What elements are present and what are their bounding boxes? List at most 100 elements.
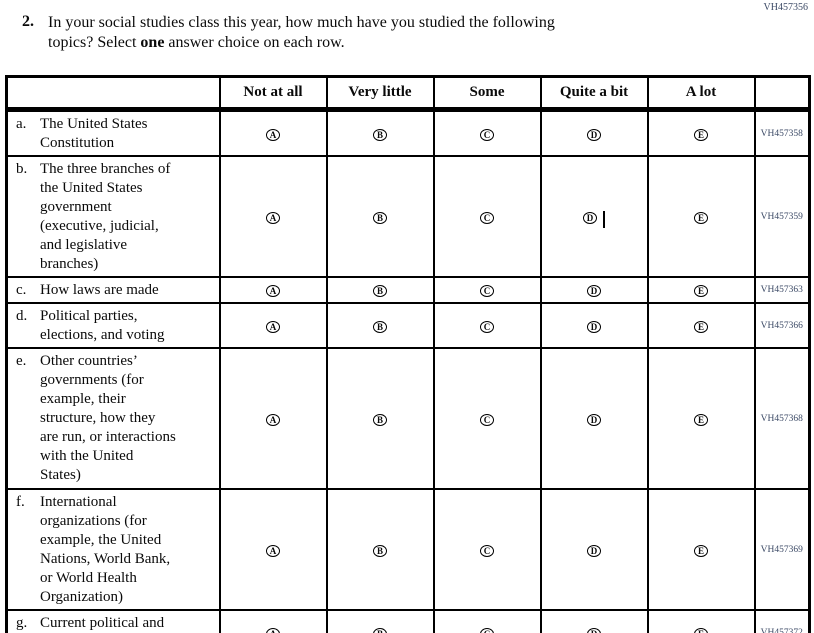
- column-header-quite-a-bit: Quite a bit: [539, 75, 649, 112]
- row-letter: f.: [16, 494, 25, 510]
- option-bubble-d[interactable]: D: [587, 413, 601, 426]
- topic-cell-g: g. Current political and social issues: [5, 609, 221, 633]
- option-bubble-d[interactable]: D: [587, 627, 601, 633]
- topic-cell-d: d. Political parties, elections, and vot…: [5, 302, 221, 349]
- row-letter: c.: [16, 282, 27, 298]
- option-bubble-c[interactable]: C: [480, 413, 494, 426]
- topic-cell-a: a. The United States Constitution: [5, 108, 221, 157]
- option-bubble-b[interactable]: B: [373, 211, 387, 224]
- table-row-c: c. How laws are made A B C D E VH457363: [5, 276, 811, 304]
- option-bubble-a[interactable]: A: [266, 544, 280, 557]
- option-bubble-a[interactable]: A: [266, 627, 280, 633]
- option-bubble-e[interactable]: E: [694, 128, 708, 141]
- option-bubble-b[interactable]: B: [373, 320, 387, 333]
- option-bubble-c[interactable]: C: [480, 285, 494, 297]
- option-bubble-c[interactable]: C: [480, 128, 494, 141]
- option-bubble-e[interactable]: E: [694, 285, 708, 297]
- column-header-not-at-all: Not at all: [218, 75, 328, 112]
- option-cell: E: [646, 108, 756, 157]
- option-cell: C: [432, 276, 542, 304]
- row-letter: d.: [16, 308, 28, 324]
- row-code: VH457372: [753, 609, 811, 633]
- option-cell: B: [325, 108, 435, 157]
- option-cell: D: [539, 488, 649, 611]
- row-code: VH457359: [753, 155, 811, 278]
- option-cell: C: [432, 108, 542, 157]
- option-cell: B: [325, 609, 435, 633]
- row-topic: International organizations (for example…: [40, 494, 171, 605]
- row-letter: g.: [16, 615, 28, 631]
- row-code: VH457369: [753, 488, 811, 611]
- header-empty-code: [753, 75, 811, 112]
- option-bubble-c[interactable]: C: [480, 211, 494, 224]
- option-cell: E: [646, 488, 756, 611]
- option-bubble-b[interactable]: B: [373, 544, 387, 557]
- topic-cell-b: b. The three branches of the United Stat…: [5, 155, 221, 278]
- option-bubble-a[interactable]: A: [266, 128, 280, 141]
- option-cell: D: [539, 609, 649, 633]
- option-bubble-b[interactable]: B: [373, 285, 387, 297]
- option-cell: E: [646, 276, 756, 304]
- option-cell: B: [325, 155, 435, 278]
- option-bubble-b[interactable]: B: [373, 413, 387, 426]
- option-bubble-e[interactable]: E: [694, 413, 708, 426]
- option-cell: C: [432, 155, 542, 278]
- table-row-a: a. The United States Constitution A B C …: [5, 108, 811, 157]
- option-cell: C: [432, 347, 542, 490]
- document-code: VH457356: [763, 2, 808, 13]
- option-cell: A: [218, 155, 328, 278]
- row-topic: The United States Constitution: [40, 116, 148, 151]
- question-number: 2.: [22, 13, 34, 30]
- table-row-d: d. Political parties, elections, and vot…: [5, 302, 811, 349]
- option-cell: A: [218, 302, 328, 349]
- row-letter: e.: [16, 353, 27, 369]
- option-bubble-e[interactable]: E: [694, 627, 708, 633]
- option-cell: A: [218, 488, 328, 611]
- column-header-very-little: Very little: [325, 75, 435, 112]
- option-bubble-a[interactable]: A: [266, 285, 280, 297]
- option-cell: C: [432, 609, 542, 633]
- option-bubble-d[interactable]: D: [587, 320, 601, 333]
- row-topic: The three branches of the United States …: [40, 161, 171, 272]
- table-row-f: f. International organizations (for exam…: [5, 488, 811, 611]
- option-bubble-b[interactable]: B: [373, 627, 387, 633]
- topic-cell-e: e. Other countries’ governments (for exa…: [5, 347, 221, 490]
- question-text-part2: answer choice on each row.: [164, 34, 345, 51]
- option-bubble-e[interactable]: E: [694, 320, 708, 333]
- header-row: Not at all Very little Some Quite a bit …: [5, 75, 811, 112]
- table-row-g: g. Current political and social issues A…: [5, 609, 811, 633]
- option-cell: B: [325, 347, 435, 490]
- topic-cell-f: f. International organizations (for exam…: [5, 488, 221, 611]
- option-cell: A: [218, 609, 328, 633]
- option-cell: E: [646, 302, 756, 349]
- option-cell: C: [432, 302, 542, 349]
- header-empty-topic: [5, 75, 221, 112]
- row-code: VH457363: [753, 276, 811, 304]
- option-bubble-b[interactable]: B: [373, 128, 387, 141]
- option-cell: C: [432, 488, 542, 611]
- option-cell: D: [539, 276, 649, 304]
- option-cell: D: [539, 302, 649, 349]
- option-bubble-c[interactable]: C: [480, 544, 494, 557]
- table-row-b: b. The three branches of the United Stat…: [5, 155, 811, 278]
- row-code: VH457358: [753, 108, 811, 157]
- option-bubble-a[interactable]: A: [266, 211, 280, 224]
- question-block: 2. In your social studies class this yea…: [22, 13, 555, 53]
- option-bubble-a[interactable]: A: [266, 320, 280, 333]
- option-bubble-c[interactable]: C: [480, 320, 494, 333]
- option-cell: B: [325, 488, 435, 611]
- option-bubble-d[interactable]: D: [587, 544, 601, 557]
- option-bubble-d[interactable]: D: [587, 128, 601, 141]
- question-text-bold: one: [140, 34, 165, 51]
- row-topic: Other countries’ governments (for exampl…: [40, 353, 176, 483]
- option-cell: E: [646, 347, 756, 490]
- option-cell: E: [646, 155, 756, 278]
- option-cell: D: [539, 347, 649, 490]
- option-bubble-e[interactable]: E: [694, 544, 708, 557]
- option-cell: B: [325, 276, 435, 304]
- option-bubble-c[interactable]: C: [480, 627, 494, 633]
- option-bubble-a[interactable]: A: [266, 413, 280, 426]
- option-bubble-d[interactable]: D: [587, 285, 601, 297]
- option-bubble-d[interactable]: D: [583, 211, 597, 224]
- option-bubble-e[interactable]: E: [694, 211, 708, 224]
